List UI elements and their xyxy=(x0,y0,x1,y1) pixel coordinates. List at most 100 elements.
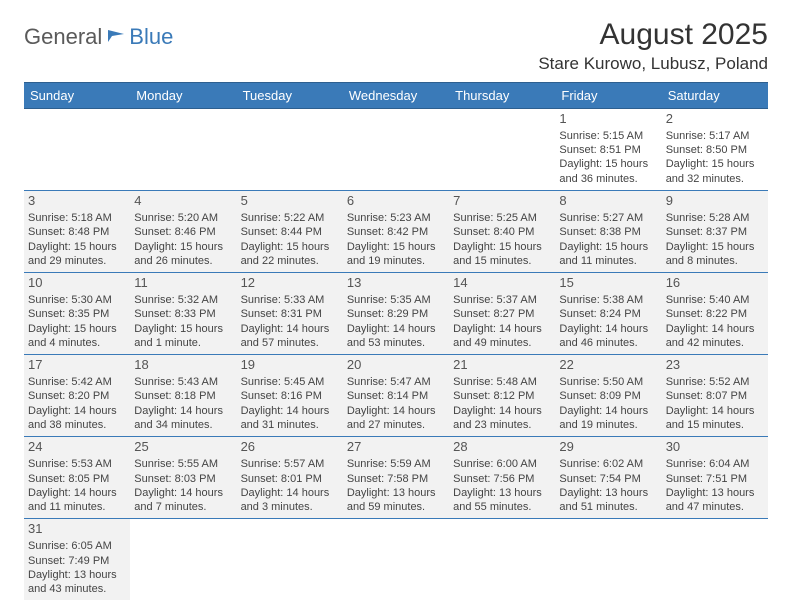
calendar-day: 12Sunrise: 5:33 AMSunset: 8:31 PMDayligh… xyxy=(237,273,343,354)
day-sunrise: Sunrise: 5:20 AM xyxy=(134,211,232,225)
day-number: 12 xyxy=(241,275,339,292)
day-number: 10 xyxy=(28,275,126,292)
calendar-day: 25Sunrise: 5:55 AMSunset: 8:03 PMDayligh… xyxy=(130,437,236,518)
calendar-day-empty xyxy=(130,519,236,600)
day-daylight1: Daylight: 15 hours xyxy=(559,157,657,171)
day-daylight1: Daylight: 14 hours xyxy=(347,404,445,418)
day-sunset: Sunset: 7:56 PM xyxy=(453,472,551,486)
day-number: 5 xyxy=(241,193,339,210)
day-sunset: Sunset: 7:58 PM xyxy=(347,472,445,486)
day-number: 22 xyxy=(559,357,657,374)
day-sunrise: Sunrise: 5:35 AM xyxy=(347,293,445,307)
day-number: 19 xyxy=(241,357,339,374)
calendar-day-empty xyxy=(555,519,661,600)
day-sunrise: Sunrise: 5:18 AM xyxy=(28,211,126,225)
day-daylight2: and 59 minutes. xyxy=(347,500,445,514)
calendar-day: 6Sunrise: 5:23 AMSunset: 8:42 PMDaylight… xyxy=(343,191,449,272)
day-daylight1: Daylight: 15 hours xyxy=(666,240,764,254)
day-daylight2: and 19 minutes. xyxy=(559,418,657,432)
day-daylight1: Daylight: 14 hours xyxy=(241,322,339,336)
day-sunset: Sunset: 8:48 PM xyxy=(28,225,126,239)
day-sunset: Sunset: 7:51 PM xyxy=(666,472,764,486)
day-sunrise: Sunrise: 5:23 AM xyxy=(347,211,445,225)
calendar-day: 3Sunrise: 5:18 AMSunset: 8:48 PMDaylight… xyxy=(24,191,130,272)
day-sunrise: Sunrise: 5:43 AM xyxy=(134,375,232,389)
day-daylight2: and 55 minutes. xyxy=(453,500,551,514)
day-sunrise: Sunrise: 5:42 AM xyxy=(28,375,126,389)
day-sunrise: Sunrise: 5:45 AM xyxy=(241,375,339,389)
day-sunrise: Sunrise: 5:47 AM xyxy=(347,375,445,389)
calendar-day-empty xyxy=(343,519,449,600)
calendar-week: 31Sunrise: 6:05 AMSunset: 7:49 PMDayligh… xyxy=(24,519,768,600)
day-sunrise: Sunrise: 5:57 AM xyxy=(241,457,339,471)
day-sunset: Sunset: 8:01 PM xyxy=(241,472,339,486)
day-sunrise: Sunrise: 5:27 AM xyxy=(559,211,657,225)
day-sunrise: Sunrise: 6:02 AM xyxy=(559,457,657,471)
day-sunrise: Sunrise: 5:37 AM xyxy=(453,293,551,307)
day-daylight2: and 7 minutes. xyxy=(134,500,232,514)
calendar-day-empty xyxy=(24,109,130,190)
day-sunrise: Sunrise: 5:28 AM xyxy=(666,211,764,225)
day-number: 21 xyxy=(453,357,551,374)
day-sunrise: Sunrise: 5:59 AM xyxy=(347,457,445,471)
calendar-day: 13Sunrise: 5:35 AMSunset: 8:29 PMDayligh… xyxy=(343,273,449,354)
day-sunrise: Sunrise: 5:38 AM xyxy=(559,293,657,307)
header: General Blue August 2025 Stare Kurowo, L… xyxy=(24,18,768,74)
day-number: 28 xyxy=(453,439,551,456)
day-sunrise: Sunrise: 5:48 AM xyxy=(453,375,551,389)
day-daylight1: Daylight: 14 hours xyxy=(134,486,232,500)
day-daylight1: Daylight: 13 hours xyxy=(28,568,126,582)
logo: General Blue xyxy=(24,18,173,50)
day-daylight2: and 57 minutes. xyxy=(241,336,339,350)
day-sunset: Sunset: 7:54 PM xyxy=(559,472,657,486)
day-daylight2: and 32 minutes. xyxy=(666,172,764,186)
day-daylight2: and 22 minutes. xyxy=(241,254,339,268)
day-sunrise: Sunrise: 6:05 AM xyxy=(28,539,126,553)
day-header: Thursday xyxy=(449,83,555,108)
day-daylight2: and 15 minutes. xyxy=(666,418,764,432)
calendar-week: 1Sunrise: 5:15 AMSunset: 8:51 PMDaylight… xyxy=(24,109,768,191)
logo-general: General xyxy=(24,24,102,50)
calendar-day-empty xyxy=(237,109,343,190)
calendar-day: 31Sunrise: 6:05 AMSunset: 7:49 PMDayligh… xyxy=(24,519,130,600)
day-number: 30 xyxy=(666,439,764,456)
day-sunset: Sunset: 8:37 PM xyxy=(666,225,764,239)
page-title: August 2025 xyxy=(538,18,768,52)
day-sunrise: Sunrise: 5:22 AM xyxy=(241,211,339,225)
day-daylight1: Daylight: 14 hours xyxy=(666,322,764,336)
day-number: 24 xyxy=(28,439,126,456)
day-number: 6 xyxy=(347,193,445,210)
day-daylight1: Daylight: 14 hours xyxy=(453,404,551,418)
day-number: 17 xyxy=(28,357,126,374)
calendar-day-empty xyxy=(662,519,768,600)
day-daylight2: and 53 minutes. xyxy=(347,336,445,350)
day-sunset: Sunset: 8:35 PM xyxy=(28,307,126,321)
calendar-week: 24Sunrise: 5:53 AMSunset: 8:05 PMDayligh… xyxy=(24,437,768,519)
calendar-day: 11Sunrise: 5:32 AMSunset: 8:33 PMDayligh… xyxy=(130,273,236,354)
day-daylight2: and 31 minutes. xyxy=(241,418,339,432)
location: Stare Kurowo, Lubusz, Poland xyxy=(538,54,768,74)
day-daylight1: Daylight: 15 hours xyxy=(134,240,232,254)
day-daylight1: Daylight: 15 hours xyxy=(666,157,764,171)
day-number: 31 xyxy=(28,521,126,538)
day-daylight2: and 11 minutes. xyxy=(28,500,126,514)
day-sunrise: Sunrise: 5:52 AM xyxy=(666,375,764,389)
day-sunset: Sunset: 8:51 PM xyxy=(559,143,657,157)
calendar-day-empty xyxy=(237,519,343,600)
day-sunset: Sunset: 8:05 PM xyxy=(28,472,126,486)
day-sunset: Sunset: 8:22 PM xyxy=(666,307,764,321)
day-number: 8 xyxy=(559,193,657,210)
calendar-day: 16Sunrise: 5:40 AMSunset: 8:22 PMDayligh… xyxy=(662,273,768,354)
day-sunset: Sunset: 8:50 PM xyxy=(666,143,764,157)
day-daylight1: Daylight: 15 hours xyxy=(28,322,126,336)
day-daylight1: Daylight: 15 hours xyxy=(347,240,445,254)
day-sunrise: Sunrise: 5:33 AM xyxy=(241,293,339,307)
calendar-day: 28Sunrise: 6:00 AMSunset: 7:56 PMDayligh… xyxy=(449,437,555,518)
day-number: 29 xyxy=(559,439,657,456)
day-daylight1: Daylight: 14 hours xyxy=(241,404,339,418)
day-sunset: Sunset: 8:33 PM xyxy=(134,307,232,321)
day-number: 7 xyxy=(453,193,551,210)
day-daylight1: Daylight: 14 hours xyxy=(241,486,339,500)
day-daylight1: Daylight: 15 hours xyxy=(453,240,551,254)
day-number: 13 xyxy=(347,275,445,292)
